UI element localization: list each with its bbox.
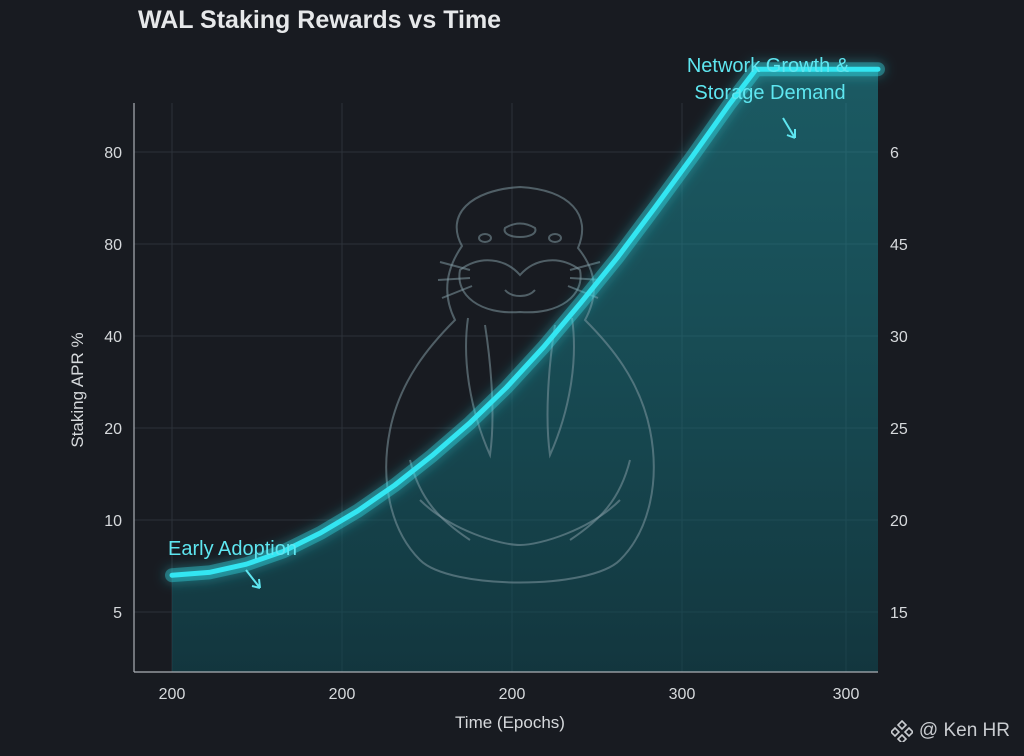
- x-tick-label: 200: [329, 686, 356, 703]
- x-tick-label: 200: [159, 686, 186, 703]
- diamond-logo-icon: [890, 720, 913, 742]
- series-line: [169, 66, 881, 578]
- watermark-text: @ Ken HR: [918, 720, 1010, 741]
- annotation-early-arrow: [245, 569, 261, 589]
- chart-title: WAL Staking Rewards vs Time: [138, 6, 502, 34]
- ticks-layer: 200 200 200 300 300 5 10 20 40 80 80 15 20 25 30 45 6: [104, 145, 908, 703]
- y-right-tick-label: 20: [890, 513, 908, 530]
- x-tick-label: 300: [669, 686, 696, 703]
- y-left-tick-label: 80: [104, 237, 122, 254]
- y-left-tick-label: 80: [104, 145, 122, 162]
- annotation-early-adoption: Early Adoption: [168, 538, 297, 560]
- y-right-tick-label: 45: [890, 237, 908, 254]
- annotation-network-arrow: [782, 117, 796, 139]
- watermark: @ Ken HR: [890, 720, 1010, 742]
- y-right-tick-label: 6: [890, 145, 899, 162]
- y-left-tick-label: 20: [104, 421, 122, 438]
- y-left-tick-label: 5: [113, 605, 122, 622]
- y-right-tick-label: 25: [890, 421, 908, 438]
- annotation-network-growth-line1: Network Growth &: [687, 55, 850, 77]
- x-tick-label: 200: [499, 686, 526, 703]
- annotation-network-growth-line2: Storage Demand: [694, 82, 845, 104]
- x-tick-label: 300: [833, 686, 860, 703]
- y-right-tick-label: 30: [890, 329, 908, 346]
- y-axis-label: Staking APR %: [68, 332, 87, 447]
- y-left-tick-label: 10: [104, 513, 122, 530]
- x-axis-label: Time (Epochs): [455, 713, 565, 732]
- y-right-tick-label: 15: [890, 605, 908, 622]
- axes-layer: [133, 103, 878, 673]
- y-left-tick-label: 40: [104, 329, 122, 346]
